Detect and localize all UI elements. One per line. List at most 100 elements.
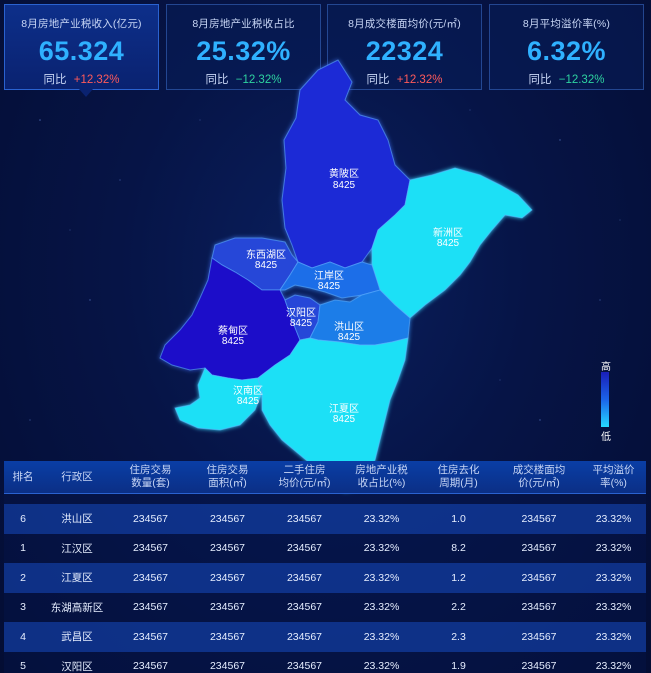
- kpi-yoy-value: −12.32%: [235, 74, 282, 86]
- cell-destock-cycle: 8.2: [451, 542, 466, 555]
- cell-second-hand-price: 234567: [286, 571, 323, 584]
- cell-trade-area: 234567: [209, 601, 246, 614]
- cell-tax-share: 23.32%: [363, 630, 400, 643]
- cell-premium-rate: 23.32%: [595, 542, 632, 555]
- cell-premium-rate: 23.32%: [595, 660, 632, 673]
- district-value-dongxihu: 8425: [255, 260, 278, 271]
- cell-rank: 3: [20, 601, 26, 614]
- cell-district: 洪山区: [61, 513, 93, 526]
- district-name-hanyang: 汉阳区: [286, 307, 316, 319]
- table-row-scrolled: [4, 494, 646, 504]
- cell-floor-price: 234567: [521, 630, 557, 643]
- cell-trade-area: 234567: [209, 542, 246, 555]
- district-jiangan[interactable]: [279, 261, 381, 299]
- col-header-destock-cycle[interactable]: 住房去化 周期(月): [420, 464, 497, 490]
- cell-trade-count: 234567: [132, 571, 169, 584]
- legend-gradient-bar: [601, 372, 609, 427]
- district-name-jiangan: 江岸区: [314, 270, 344, 282]
- cell-tax-share: 23.32%: [363, 660, 400, 673]
- cell-trade-count: 234567: [132, 660, 169, 673]
- district-name-dongxihu: 东西湖区: [246, 248, 286, 261]
- kpi-value: 25.32%: [196, 36, 291, 66]
- cell-premium-rate: 23.32%: [595, 630, 632, 643]
- district-value-hanyang: 8425: [290, 318, 313, 329]
- kpi-card-floor-price[interactable]: 8月成交楼面均价(元/㎡) 22324 同比 +12.32%: [327, 4, 482, 90]
- active-card-pointer: [79, 89, 93, 97]
- district-xinzhou[interactable]: [371, 167, 533, 319]
- cell-rank: 5: [20, 660, 26, 673]
- cell-trade-count: 234567: [132, 630, 169, 643]
- table-row[interactable]: 1 江汉区 234567 234567 234567 23.32% 8.2 23…: [4, 533, 646, 563]
- table-row[interactable]: 5 汉阳区 234567 234567 234567 23.32% 1.9 23…: [4, 651, 646, 673]
- cell-destock-cycle: 1.0: [451, 512, 466, 525]
- cell-trade-area: 234567: [209, 512, 246, 525]
- cell-district: 江夏区: [61, 572, 93, 585]
- col-header-floor-price[interactable]: 成交楼面均 价(元/㎡): [497, 464, 581, 490]
- kpi-value: 65.324: [38, 36, 125, 66]
- col-header-trade-area[interactable]: 住房交易 面积(㎡): [189, 464, 266, 490]
- kpi-value: 22324: [365, 36, 444, 66]
- kpi-yoy-value: +12.32%: [73, 74, 120, 86]
- kpi-card-tax-revenue[interactable]: 8月房地产业税收入(亿元) 65.324 同比 +12.32%: [4, 4, 159, 97]
- cell-rank: 2: [20, 571, 26, 584]
- kpi-yoy-label: 同比: [366, 74, 390, 86]
- district-name-hannan: 汉南区: [233, 384, 263, 397]
- cell-second-hand-price: 234567: [286, 660, 323, 673]
- col-header-second-hand-price[interactable]: 二手住房 均价(元/㎡): [266, 464, 343, 490]
- col-header-text: 住房交易 数量(套): [129, 464, 172, 489]
- cell-tax-share: 23.32%: [363, 571, 400, 584]
- kpi-yoy-label: 同比: [43, 74, 67, 86]
- kpi-title: 8月成交楼面均价(元/㎡): [348, 18, 461, 30]
- cell-floor-price: 234567: [521, 512, 557, 525]
- table-row[interactable]: 4 武昌区 234567 234567 234567 23.32% 2.3 23…: [4, 622, 646, 652]
- map-legend: 高 低: [594, 358, 618, 443]
- cell-rank: 4: [20, 630, 26, 643]
- district-name-hongshan: 洪山区: [334, 321, 364, 333]
- cell-destock-cycle: 1.9: [451, 660, 466, 673]
- kpi-title: 8月平均溢价率(%): [522, 18, 611, 30]
- col-header-text: 房地产业税 收占比(%): [355, 464, 408, 489]
- col-header-rank[interactable]: 排名: [12, 470, 34, 483]
- cell-rank: 1: [20, 542, 26, 555]
- cell-destock-cycle: 2.3: [451, 630, 466, 643]
- cell-destock-cycle: 1.2: [451, 571, 466, 584]
- district-value-huangpi: 8425: [333, 180, 356, 191]
- table-row[interactable]: 2 江夏区 234567 234567 234567 23.32% 1.2 23…: [4, 563, 646, 593]
- district-jiangxia[interactable]: [257, 337, 409, 493]
- cell-second-hand-price: 234567: [286, 512, 323, 525]
- cell-premium-rate: 23.32%: [595, 512, 632, 525]
- table-row[interactable]: 3 东湖高新区 234567 234567 234567 23.32% 2.2 …: [4, 592, 646, 622]
- district-hannan[interactable]: [174, 367, 263, 431]
- col-header-premium-rate[interactable]: 平均溢价 率(%): [581, 464, 646, 490]
- district-value-caidian: 8425: [222, 336, 245, 347]
- kpi-yoy-label: 同比: [205, 74, 229, 86]
- kpi-card-premium-rate[interactable]: 8月平均溢价率(%) 6.32% 同比 −12.32%: [489, 4, 644, 90]
- kpi-card-tax-share[interactable]: 8月房地产业税收占比 25.32% 同比 −12.32%: [166, 4, 321, 90]
- kpi-title: 8月房地产业税收入(亿元): [21, 18, 142, 30]
- district-name-jiangxia: 江夏区: [329, 403, 359, 415]
- kpi-yoy-value: +12.32%: [396, 74, 443, 86]
- cell-district: 汉阳区: [61, 660, 93, 673]
- district-value-hannan: 8425: [237, 396, 260, 407]
- cell-trade-area: 234567: [209, 630, 246, 643]
- col-header-text: 住房去化 周期(月): [437, 464, 480, 489]
- district-name-xinzhou: 新洲区: [433, 226, 463, 239]
- district-value-hongshan: 8425: [338, 332, 361, 343]
- legend-low-label: 低: [601, 432, 611, 443]
- kpi-yoy: 同比 +12.32%: [5, 71, 158, 87]
- cell-trade-area: 234567: [209, 571, 246, 584]
- cell-second-hand-price: 234567: [286, 601, 323, 614]
- col-header-district[interactable]: 行政区: [61, 470, 93, 483]
- district-value-jiangxia: 8425: [333, 414, 356, 425]
- district-value-xinzhou: 8425: [437, 238, 460, 249]
- kpi-title: 8月房地产业税收占比: [192, 18, 295, 30]
- col-header-trade-count[interactable]: 住房交易 数量(套): [112, 464, 189, 490]
- table-row[interactable]: 6 洪山区 234567 234567 234567 23.32% 1.0 23…: [4, 504, 646, 534]
- cell-second-hand-price: 234567: [286, 542, 323, 555]
- kpi-yoy-label: 同比: [528, 74, 552, 86]
- cell-premium-rate: 23.32%: [595, 601, 632, 614]
- cell-district: 武昌区: [61, 631, 93, 644]
- col-header-tax-share[interactable]: 房地产业税 收占比(%): [343, 464, 420, 490]
- cell-trade-count: 234567: [132, 542, 169, 555]
